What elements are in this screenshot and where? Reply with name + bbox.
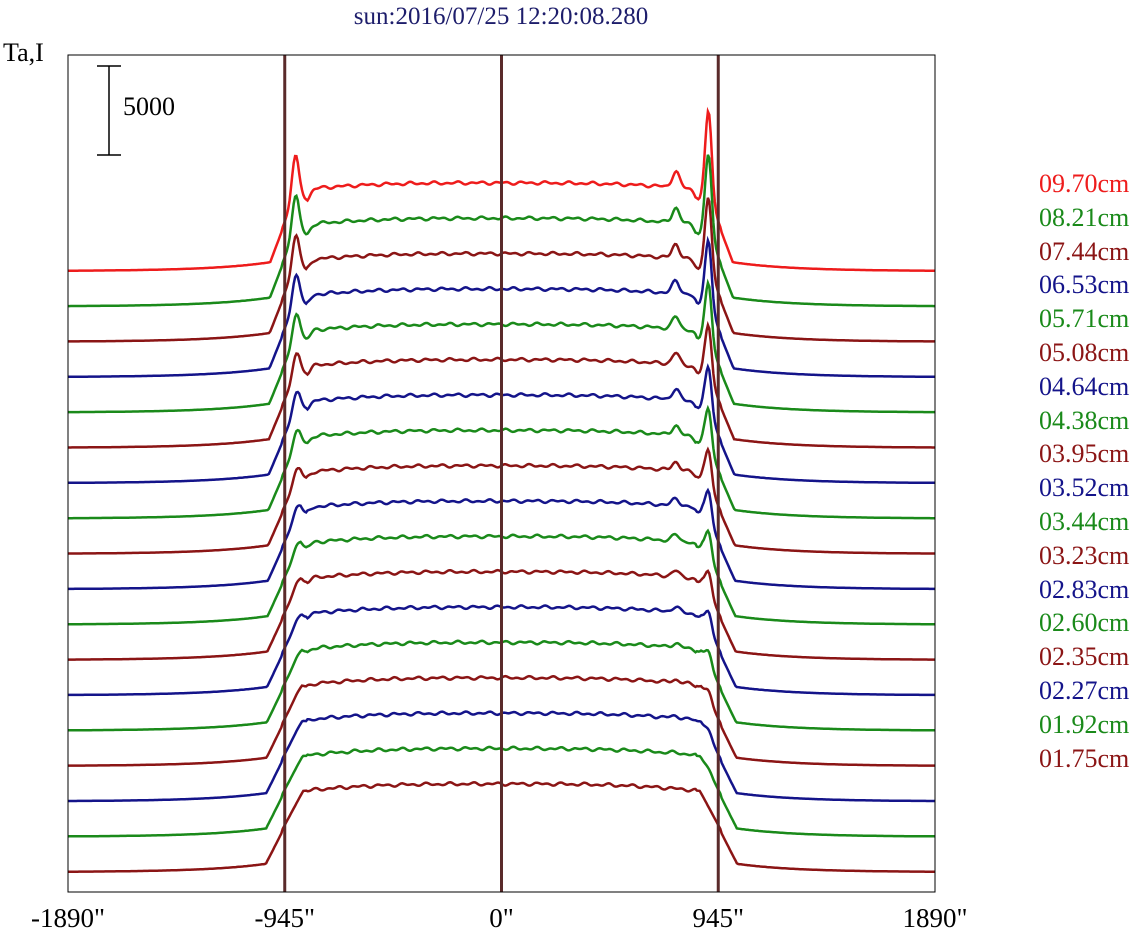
legend-item: 07.44cm xyxy=(1039,236,1130,266)
legend-item: 01.75cm xyxy=(1039,743,1130,773)
legend-item: 08.21cm xyxy=(1039,202,1130,232)
x-tick-label: -1890" xyxy=(30,903,106,933)
legend-item: 04.38cm xyxy=(1039,405,1130,435)
legend-item: 03.52cm xyxy=(1039,473,1130,503)
x-tick-label: 0" xyxy=(489,903,514,933)
x-tick-label: -945" xyxy=(254,903,316,933)
legend-item: 02.35cm xyxy=(1039,642,1130,672)
scale-bar-label: 5000 xyxy=(123,92,175,121)
legend-item: 03.95cm xyxy=(1039,439,1130,469)
y-axis-label: Ta,I xyxy=(3,38,44,67)
x-tick-label: 1890" xyxy=(902,903,968,933)
legend-item: 02.83cm xyxy=(1039,574,1130,604)
legend-item: 03.23cm xyxy=(1039,540,1130,570)
x-tick-label: 945" xyxy=(692,903,745,933)
legend-item: 06.53cm xyxy=(1039,270,1130,300)
legend-item: 02.27cm xyxy=(1039,676,1130,705)
legend-item: 09.70cm xyxy=(1039,169,1130,198)
chart-title: sun:2016/07/25 12:20:08.280 xyxy=(353,3,649,30)
plot-frame xyxy=(67,54,936,893)
scale-bar xyxy=(97,65,121,156)
legend-item: 05.71cm xyxy=(1039,304,1130,334)
legend-item: 03.44cm xyxy=(1039,507,1130,536)
legend-item: 02.60cm xyxy=(1039,608,1130,638)
legend-item: 05.08cm xyxy=(1039,338,1130,367)
legend-item: 04.64cm xyxy=(1039,371,1130,401)
legend-item: 01.92cm xyxy=(1039,709,1130,739)
reference-lines xyxy=(283,55,720,892)
